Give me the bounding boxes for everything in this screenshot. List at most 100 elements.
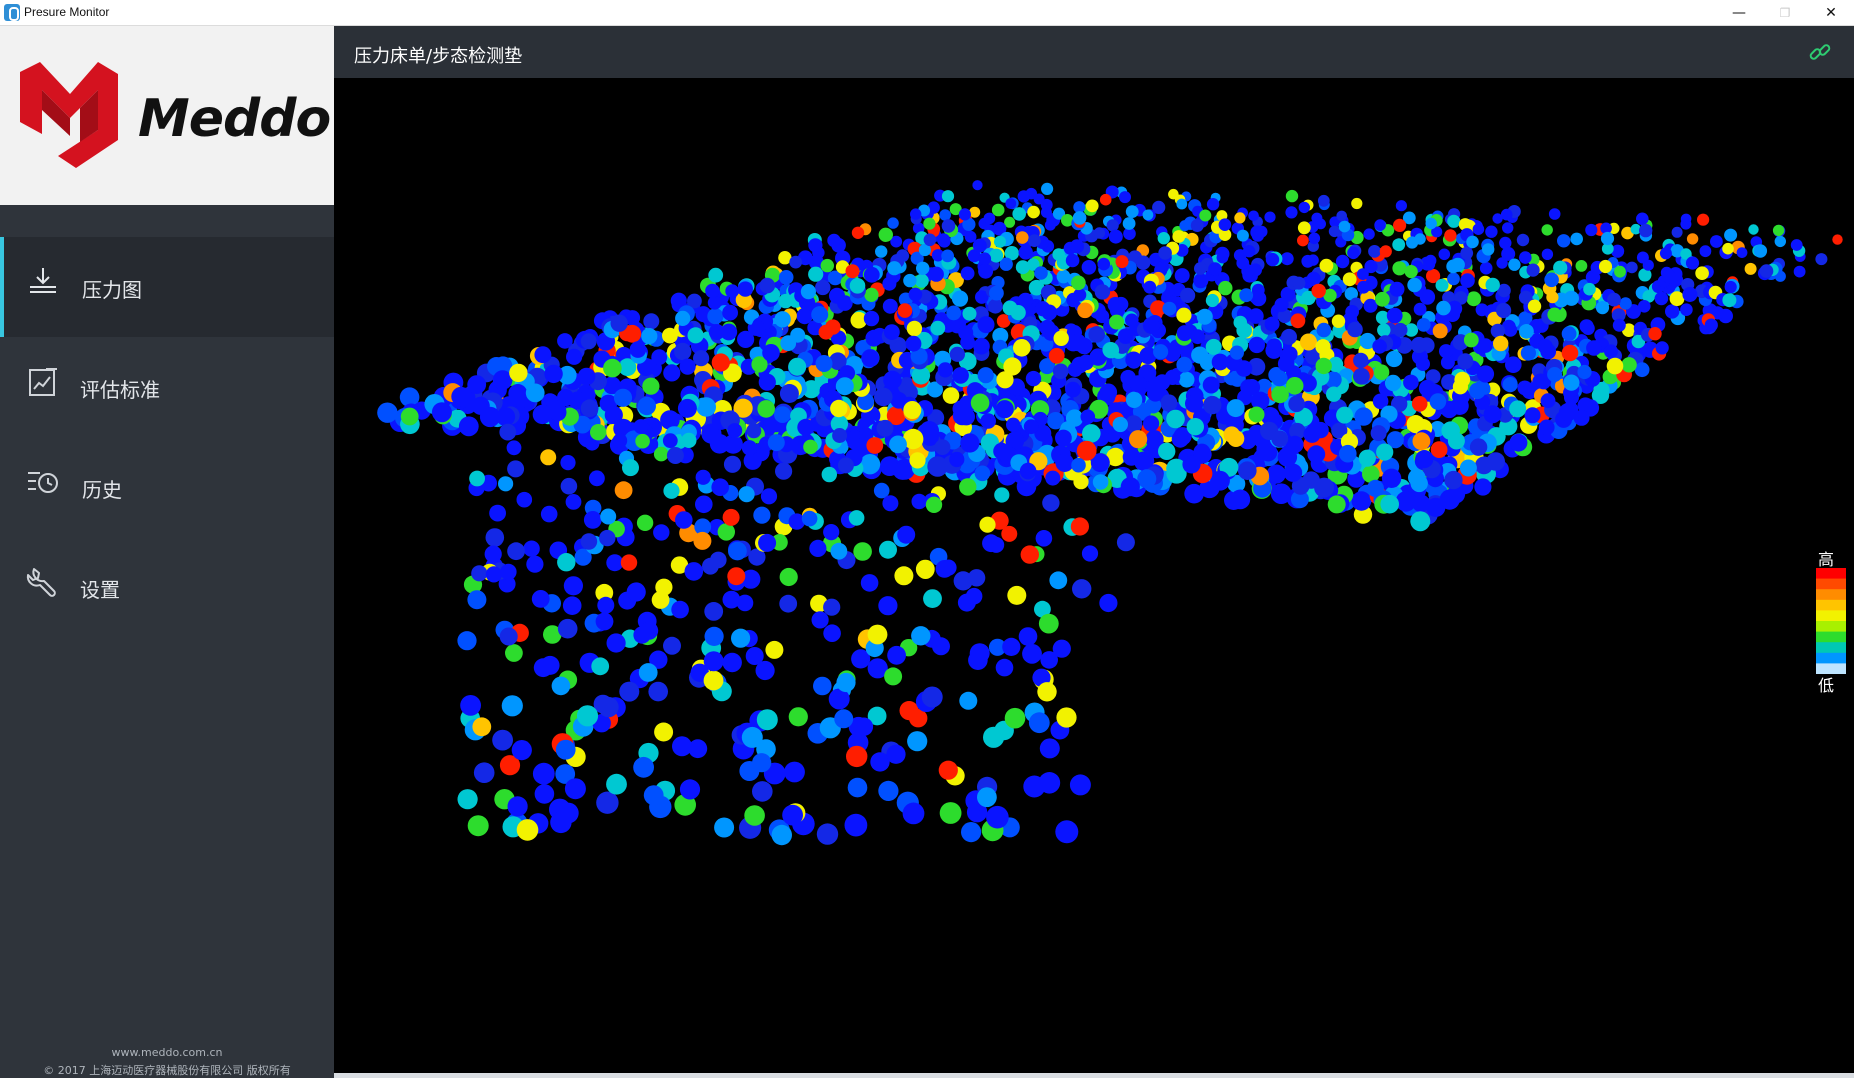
pressure-point (703, 670, 724, 691)
pressure-point (928, 266, 944, 282)
pressure-point (1447, 432, 1465, 450)
pressure-point (1210, 470, 1230, 491)
pressure-point (887, 261, 902, 276)
pressure-point (1145, 430, 1164, 449)
pressure-point (1577, 397, 1594, 414)
pressure-map-canvas[interactable] (334, 78, 1854, 1073)
pressure-point (1190, 219, 1204, 232)
pressure-point (744, 805, 765, 826)
pressure-point (1176, 356, 1193, 373)
pressure-point (1774, 235, 1787, 248)
pressure-point (1619, 297, 1632, 310)
pressure-point (1315, 357, 1332, 375)
sidebar-item-settings[interactable]: 设置 (0, 537, 334, 637)
pressure-point (821, 466, 837, 483)
pressure-point (1359, 332, 1376, 350)
pressure-point (1028, 279, 1045, 296)
pressure-point (1426, 497, 1446, 517)
pressure-point (829, 287, 845, 304)
pressure-point (597, 596, 615, 614)
pressure-point (1017, 292, 1034, 308)
pressure-point (737, 330, 755, 348)
pressure-point (1092, 474, 1109, 490)
pressure-point (746, 423, 762, 439)
meddo-logo-icon (20, 62, 118, 168)
pressure-point (1478, 338, 1493, 353)
pressure-point (958, 325, 974, 341)
sidebar-item-history[interactable]: 历史 (0, 437, 334, 537)
pressure-point (883, 370, 902, 390)
link-icon[interactable] (1808, 40, 1832, 64)
pressure-point (1642, 290, 1655, 303)
pressure-point (780, 335, 797, 352)
pressure-point (867, 706, 887, 726)
pressure-point (1292, 276, 1306, 290)
pressure-point (1238, 461, 1257, 481)
pressure-point (546, 400, 566, 420)
pressure-point (778, 270, 794, 285)
pressure-point (603, 376, 621, 395)
app-icon (4, 4, 20, 21)
legend-color-band (1816, 642, 1846, 654)
pressure-point (1454, 371, 1471, 388)
pressure-point (1125, 391, 1143, 408)
pressure-point (905, 335, 922, 352)
pressure-point (1447, 214, 1461, 228)
pressure-point (694, 518, 712, 536)
pressure-point (467, 815, 489, 837)
pressure-point (1166, 458, 1187, 479)
close-button[interactable]: ✕ (1825, 5, 1837, 21)
pressure-point (1385, 350, 1403, 368)
pressure-point (400, 407, 419, 426)
pressure-point (1600, 231, 1615, 246)
pressure-point (886, 744, 906, 764)
pressure-point (1336, 210, 1347, 222)
pressure-point (993, 442, 1011, 460)
pressure-point (1314, 477, 1335, 498)
pressure-point (910, 251, 924, 265)
pressure-point (619, 681, 640, 702)
pressure-point (886, 406, 906, 426)
pressure-point (962, 217, 976, 231)
pressure-point (1612, 318, 1626, 332)
sidebar-item-assessment-standard[interactable]: 评估标准 (0, 337, 334, 437)
pressure-point (722, 590, 741, 609)
pressure-point (983, 212, 996, 225)
pressure-point (1048, 347, 1065, 364)
pressure-point (1444, 229, 1457, 242)
pressure-point (1039, 738, 1060, 759)
pressure-point (1577, 364, 1592, 380)
pressure-point (1459, 459, 1477, 477)
pressure-point (850, 311, 868, 329)
pressure-point (564, 778, 586, 800)
pressure-point (736, 594, 754, 612)
pressure-point (1017, 190, 1030, 203)
pressure-point (1006, 417, 1021, 432)
pressure-point (679, 358, 696, 375)
pressure-point (1034, 424, 1052, 442)
pressure-point (472, 717, 492, 737)
pressure-point (1109, 314, 1125, 330)
pressure-point (1299, 374, 1317, 392)
pressure-point (1406, 415, 1425, 434)
pressure-point (1357, 268, 1369, 280)
pressure-point (951, 290, 969, 307)
pressure-point (1364, 259, 1378, 274)
bottom-divider (334, 1073, 1854, 1078)
pressure-point (663, 364, 681, 382)
pressure-point (975, 290, 989, 304)
maximize-button[interactable]: ❐ (1779, 6, 1791, 20)
pressure-point (693, 531, 712, 550)
history-clock-icon (28, 472, 58, 493)
pressure-point (1659, 247, 1672, 260)
pressure-point (1710, 235, 1723, 248)
sidebar-item-pressure-map[interactable]: 压力图 (0, 237, 334, 337)
pressure-point (830, 542, 848, 560)
pressure-point (999, 257, 1013, 271)
minimize-button[interactable]: — (1732, 5, 1746, 21)
pressure-point (1034, 600, 1051, 618)
pressure-point (653, 524, 670, 541)
pressure-point (1353, 367, 1370, 385)
pressure-point (949, 203, 962, 216)
pressure-point (813, 676, 832, 696)
